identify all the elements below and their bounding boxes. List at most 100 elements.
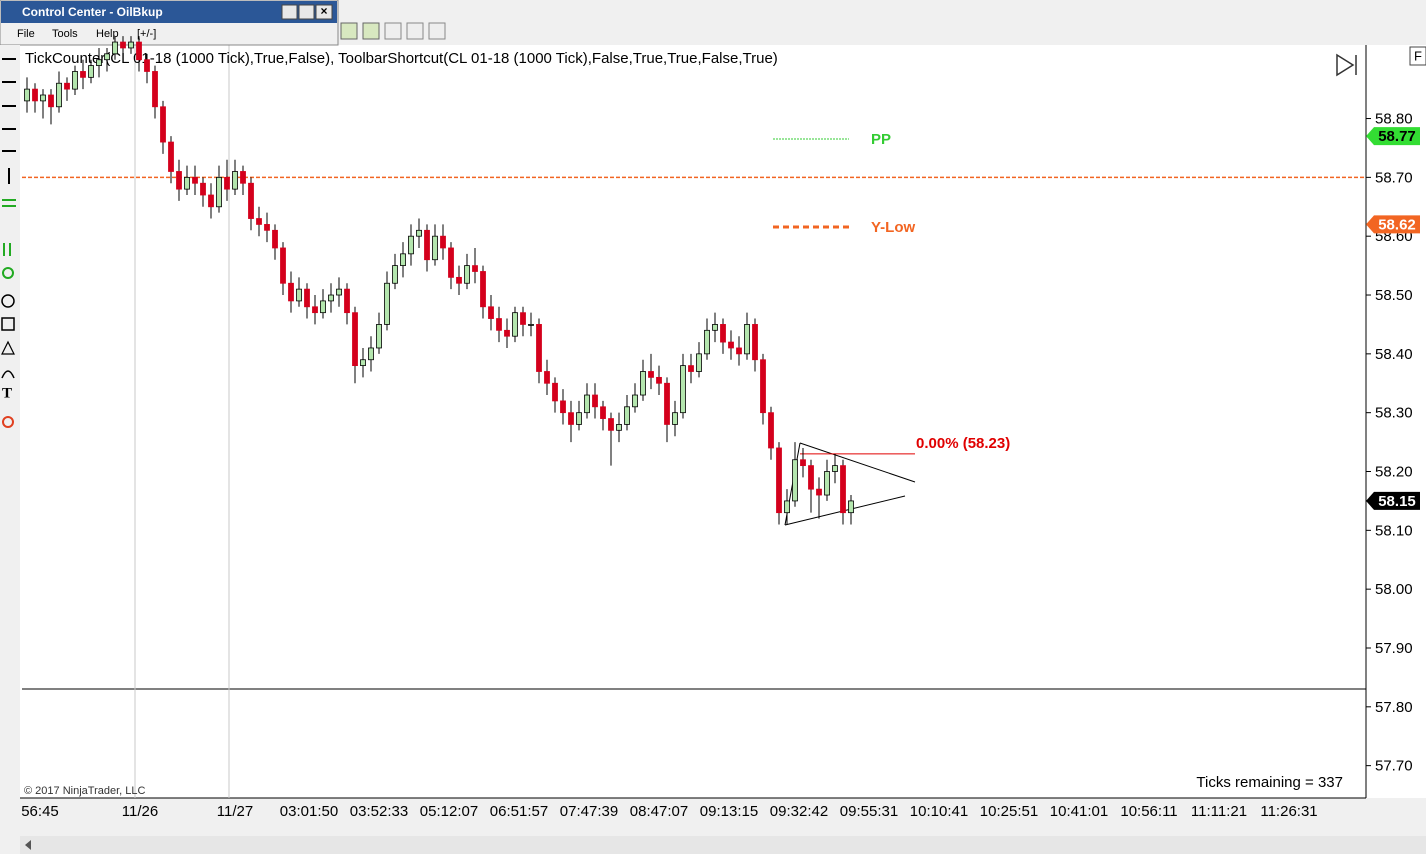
- candle-body: [496, 318, 502, 331]
- candle-body: [672, 412, 678, 425]
- tool-icon[interactable]: [1, 370, 15, 379]
- candle-body: [240, 171, 246, 184]
- candle-body: [720, 324, 726, 343]
- candle-body: [600, 406, 606, 419]
- window-title: Control Center - OilBkup: [22, 5, 163, 19]
- x-tick-label: 10:10:41: [910, 803, 968, 820]
- candle-body: [624, 406, 630, 425]
- candle-body: [88, 65, 94, 78]
- tool-icon[interactable]: [1, 294, 15, 308]
- candle-body: [176, 171, 182, 190]
- candle-body: [360, 359, 366, 367]
- text-tool[interactable]: T: [2, 385, 12, 401]
- candle-body: [712, 324, 718, 331]
- toolbar: [340, 22, 1426, 45]
- candle-body: [104, 53, 110, 61]
- candle-body: [704, 329, 710, 355]
- x-tick-label: 56:45: [21, 803, 59, 820]
- y-tick-label: 58.30: [1375, 405, 1413, 422]
- candle-body: [72, 71, 78, 90]
- x-tick-label: 08:47:07: [630, 803, 688, 820]
- tool-icon[interactable]: [1, 340, 15, 355]
- toolbar-button[interactable]: [428, 22, 446, 40]
- scroll-left[interactable]: [25, 840, 31, 850]
- candle-body: [200, 182, 206, 196]
- ticks-remaining: Ticks remaining = 337: [1196, 774, 1343, 791]
- candle-body: [144, 59, 150, 72]
- toolbar-button[interactable]: [340, 22, 358, 40]
- candle-body: [680, 365, 686, 414]
- panel-button[interactable]: [1409, 46, 1426, 66]
- candle-body: [640, 371, 646, 396]
- candle-body: [480, 271, 486, 308]
- maximize-button[interactable]: [298, 4, 315, 20]
- candle-body: [576, 412, 582, 425]
- x-tick-label: 11/26: [122, 803, 158, 820]
- menu-item[interactable]: Tools: [52, 28, 78, 40]
- x-tick-label: 11/27: [217, 803, 253, 820]
- candle-body: [584, 394, 590, 414]
- candle-body: [256, 218, 262, 225]
- candle-body: [544, 371, 550, 384]
- candle-body: [472, 265, 478, 272]
- toolbar-button[interactable]: [362, 22, 380, 40]
- candle-body: [280, 247, 286, 284]
- candle-body: [368, 347, 374, 361]
- y-tick-label: 58.10: [1375, 522, 1413, 539]
- candle-body: [224, 176, 230, 190]
- legend-label: PP: [871, 131, 891, 148]
- candle-body: [56, 82, 62, 108]
- x-tick-label: 09:32:42: [770, 803, 828, 820]
- candle-body: [32, 88, 38, 102]
- tool-icon[interactable]: [2, 267, 14, 279]
- candle-body: [304, 288, 310, 308]
- candle-body: [456, 276, 462, 284]
- drawing-tools: [1, 58, 16, 428]
- candle-body: [752, 324, 758, 361]
- price-marker: [1366, 127, 1420, 146]
- candle-body: [424, 229, 430, 261]
- candle-body: [40, 94, 46, 102]
- toolbar-button[interactable]: [384, 22, 402, 40]
- toolbar-button[interactable]: [406, 22, 424, 40]
- candle-body: [152, 71, 158, 108]
- scrollbar[interactable]: [20, 836, 1426, 854]
- candle-body: [112, 41, 118, 55]
- candle-body: [184, 176, 190, 190]
- price-marker-label: 58.77: [1378, 128, 1416, 145]
- candle-body: [384, 282, 390, 325]
- x-tick-label: 07:47:39: [560, 803, 618, 820]
- candle-body: [296, 288, 302, 302]
- menu-item[interactable]: [+/-]: [137, 28, 156, 40]
- candle-body: [792, 459, 798, 502]
- close-button[interactable]: [315, 4, 333, 20]
- candle-body: [448, 247, 454, 278]
- candle-body: [160, 106, 166, 143]
- y-tick-label: 58.40: [1375, 346, 1413, 363]
- candle-body: [512, 312, 518, 337]
- minimize-button[interactable]: [281, 4, 298, 20]
- candle-body: [464, 265, 470, 284]
- price-marker: [1366, 215, 1420, 234]
- candle-body: [64, 82, 70, 90]
- menu-item[interactable]: File: [17, 28, 35, 40]
- tool-icon[interactable]: [1, 317, 15, 331]
- price-marker-label: 58.15: [1378, 493, 1416, 510]
- copyright: © 2017 NinjaTrader, LLC: [24, 785, 145, 797]
- menu-item[interactable]: Help: [96, 28, 119, 40]
- tool-icon[interactable]: [2, 416, 14, 428]
- x-tick-label: 03:52:33: [350, 803, 408, 820]
- price-marker-label: 58.62: [1378, 216, 1416, 233]
- candle-body: [824, 471, 830, 496]
- candle-body: [648, 371, 654, 378]
- candle-body: [832, 465, 838, 472]
- scroll-end-button[interactable]: [1336, 53, 1357, 77]
- candle-body: [744, 324, 750, 355]
- candle-body: [760, 359, 766, 414]
- candle-body: [840, 465, 846, 514]
- candle-body: [736, 347, 742, 355]
- candle-body: [528, 324, 534, 326]
- price-marker: [1366, 491, 1420, 510]
- candle-body: [520, 312, 526, 325]
